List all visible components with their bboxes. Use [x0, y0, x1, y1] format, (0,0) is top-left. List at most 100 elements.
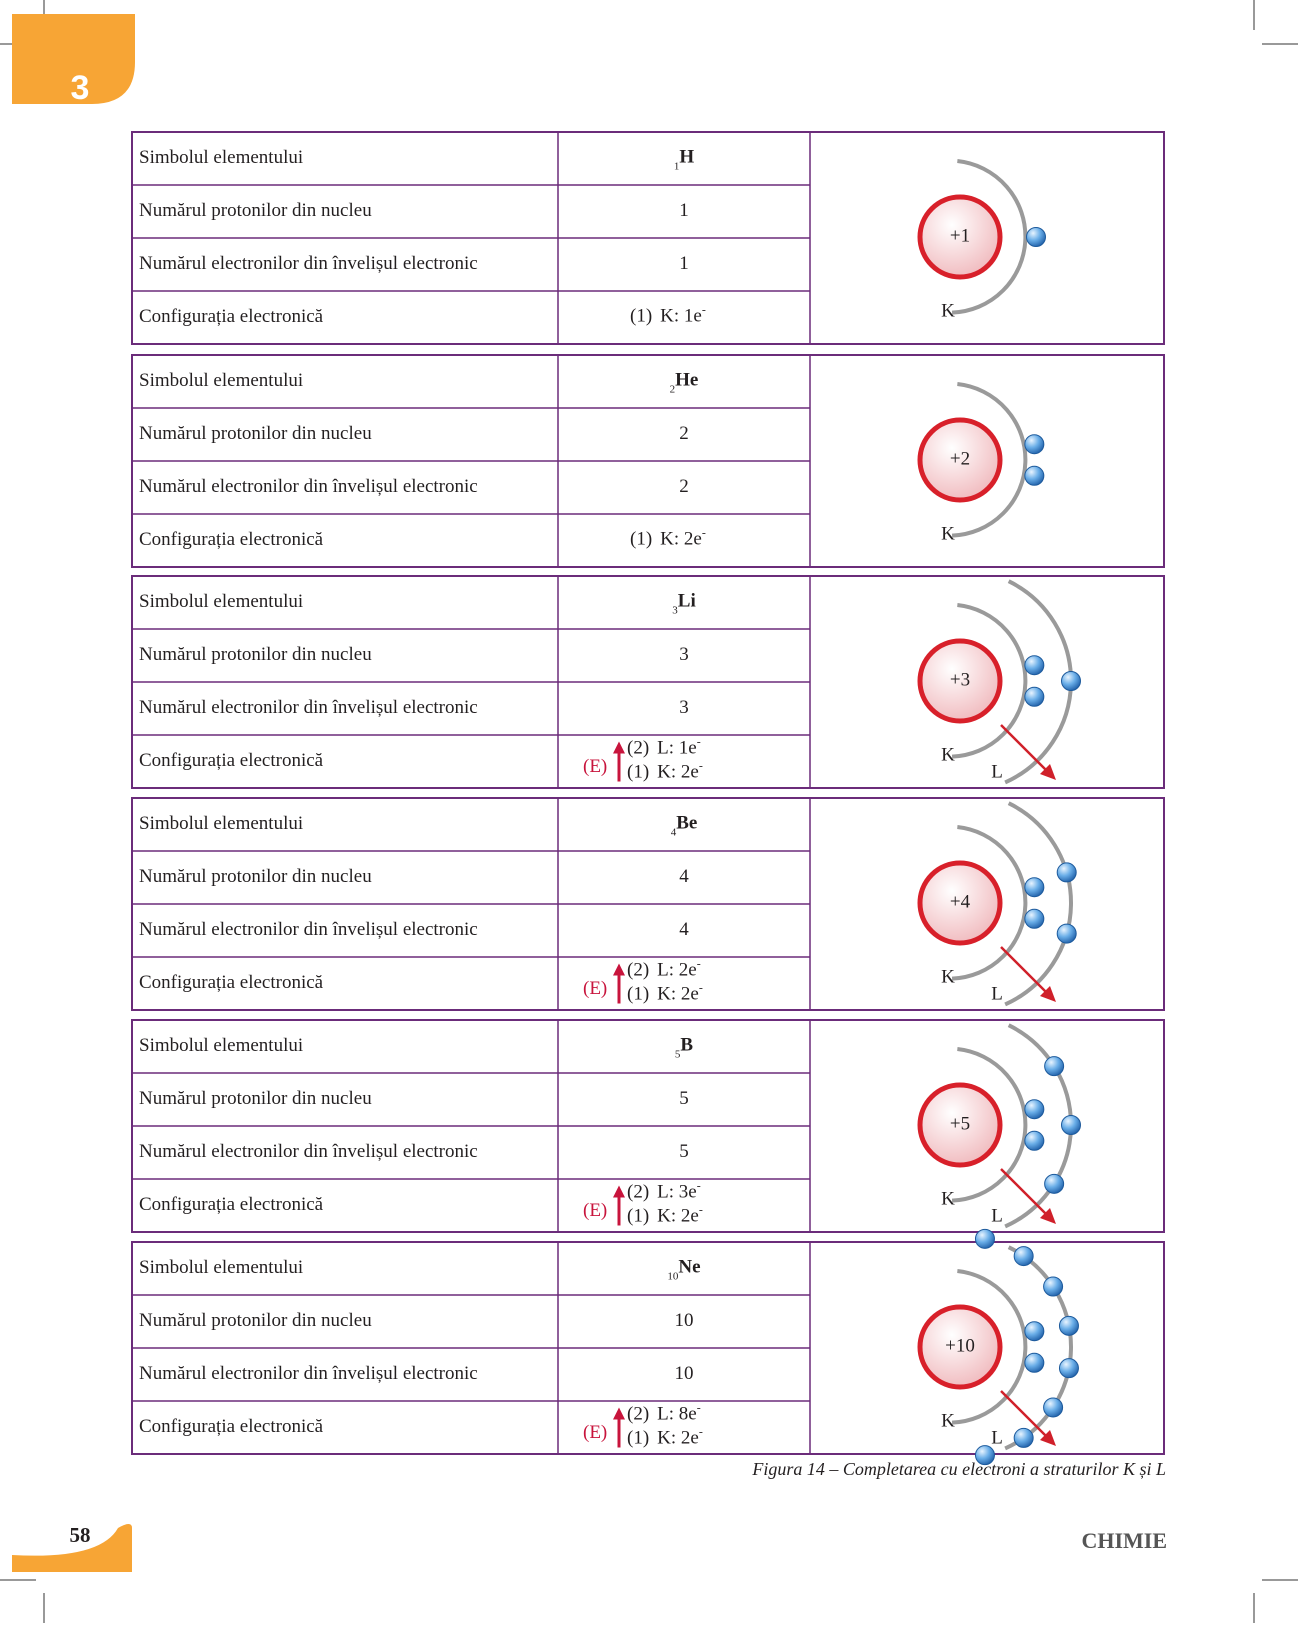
shell-label: L [991, 1427, 1003, 1448]
nucleus-charge: +4 [950, 891, 971, 912]
config-text: K: 2e [657, 1428, 699, 1449]
energy-label: (E) [583, 978, 607, 999]
config-text: K: 2e [657, 762, 699, 783]
row-label: Simbolul elementului [139, 813, 303, 834]
nucleus-charge: +5 [950, 1113, 970, 1134]
row-label: Configurația electronică [139, 1416, 324, 1437]
symbol: He [675, 370, 698, 391]
atomic-number: 3 [672, 604, 678, 616]
direction-arrow-head [1040, 764, 1056, 780]
row-label: Numărul electronilor din învelișul elect… [139, 1363, 478, 1384]
row-value: 2 [679, 476, 689, 497]
electron [1024, 1321, 1045, 1342]
config-sup: - [697, 1178, 701, 1192]
config-sup: - [697, 734, 701, 748]
config-sup: - [702, 302, 706, 316]
config-level: (1) [627, 1206, 649, 1227]
row-label: Numărul protonilor din nucleu [139, 866, 372, 887]
direction-arrow [1000, 1390, 1049, 1439]
symbol: B [680, 1035, 693, 1056]
shell [951, 159, 1028, 315]
electron [1024, 434, 1045, 455]
electron [1043, 1397, 1064, 1418]
caption: Figura 14 – Completarea cu electroni a s… [751, 1459, 1166, 1479]
config-text: L: 3e [657, 1182, 697, 1203]
element-symbol: 10Ne [667, 1257, 700, 1282]
shell-label: L [991, 983, 1003, 1004]
electron [1044, 1056, 1065, 1077]
nucleus [917, 417, 1003, 503]
config-sup: - [699, 1202, 703, 1216]
config-level: (1) [630, 306, 652, 327]
electron [1061, 1115, 1081, 1135]
row-label: Numărul protonilor din nucleu [139, 1310, 372, 1331]
config-text: K: 1e [660, 306, 702, 327]
config-sup: - [699, 1424, 703, 1438]
row-label: Simbolul elementului [139, 370, 303, 391]
config-level: (1) [627, 762, 649, 783]
row-label: Configurația electronică [139, 1194, 324, 1215]
energy-arrow-head [613, 1407, 625, 1420]
electron [1056, 923, 1077, 944]
symbol: H [679, 147, 694, 168]
electron [1024, 1352, 1045, 1373]
config-sup: - [702, 525, 706, 539]
electron [1058, 1315, 1079, 1336]
shell [951, 1047, 1028, 1203]
config-line: (2) L: 3e- [627, 1178, 701, 1203]
direction-arrow [1000, 946, 1049, 995]
element-symbol: 5B [675, 1035, 694, 1060]
config-sup: - [699, 758, 703, 772]
subject: CHIMIE [1081, 1528, 1167, 1553]
row-label: Numărul electronilor din învelișul elect… [139, 253, 478, 274]
nucleus [917, 1304, 1003, 1390]
direction-arrow-head [1040, 986, 1056, 1002]
electron [1024, 908, 1045, 929]
energy-arrow-head [613, 741, 625, 754]
nucleus [917, 194, 1003, 280]
nucleus-charge: +3 [950, 669, 970, 690]
nucleus [917, 1082, 1003, 1168]
page-number: 58 [70, 1523, 91, 1547]
row-label: Numărul protonilor din nucleu [139, 644, 372, 665]
config-line: (1) K: 2e- [627, 980, 703, 1005]
row-label: Numărul electronilor din învelișul elect… [139, 1141, 478, 1162]
atomic-number: 4 [671, 826, 677, 838]
nucleus [917, 860, 1003, 946]
row-label: Simbolul elementului [139, 591, 303, 612]
element-symbol: 2He [670, 370, 699, 395]
config-line: (2) L: 1e- [627, 734, 701, 759]
config-text: K: 2e [660, 529, 702, 550]
row-value: 3 [679, 644, 689, 665]
direction-arrow-head [1040, 1430, 1056, 1446]
symbol: Li [678, 591, 696, 612]
nucleus [917, 638, 1003, 724]
row-label: Configurația electronică [139, 306, 324, 327]
row-value: 2 [679, 423, 689, 444]
electron [1024, 877, 1045, 898]
footer-tab [12, 1524, 132, 1572]
config-text: K: 2e [657, 984, 699, 1005]
electron [1024, 465, 1045, 486]
row-value: 3 [679, 697, 689, 718]
energy-label: (E) [583, 1200, 607, 1221]
electron [1056, 862, 1077, 883]
row-value: 4 [679, 866, 689, 887]
electron [1024, 686, 1045, 707]
shell-label: K [941, 744, 955, 765]
energy-label: (E) [583, 756, 607, 777]
atomic-number: 1 [674, 160, 680, 172]
atomic-number: 10 [667, 1270, 679, 1282]
config-line: (2) L: 8e- [627, 1400, 701, 1425]
row-value: 1 [679, 253, 689, 274]
config-level: (2) [627, 960, 649, 981]
direction-arrow [1000, 724, 1049, 773]
row-label: Numărul protonilor din nucleu [139, 1088, 372, 1109]
row-label: Simbolul elementului [139, 1035, 303, 1056]
symbol: Be [676, 813, 697, 834]
config-text: K: 2e [657, 1206, 699, 1227]
shell [1004, 1245, 1073, 1451]
shell-label: K [941, 1188, 955, 1209]
